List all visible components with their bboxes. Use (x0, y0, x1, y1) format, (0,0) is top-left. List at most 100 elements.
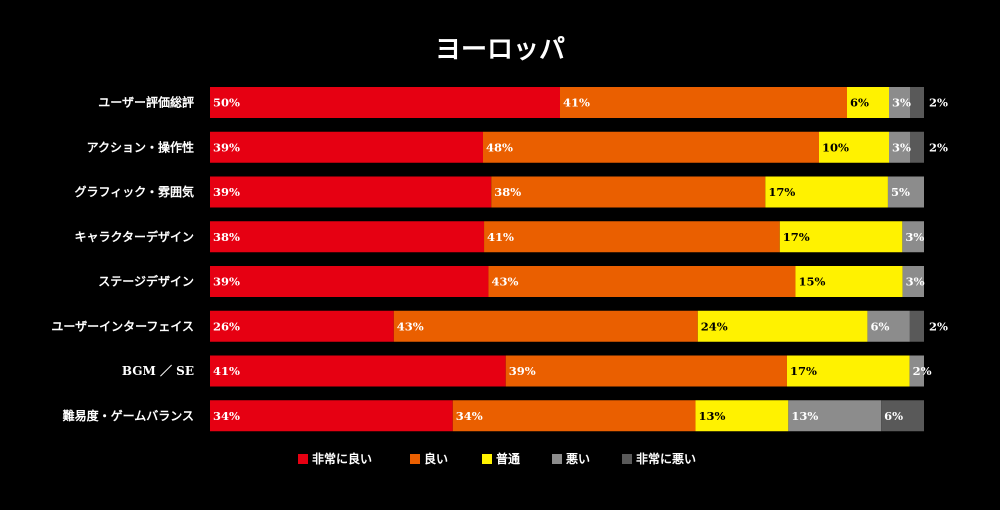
bar-row: アクション・操作性 39% 48% 10% 3% 2% (87, 131, 948, 163)
legend-swatch (622, 454, 632, 464)
legend-label: 悪い (566, 452, 590, 466)
bar-segment (889, 87, 910, 118)
legend-label: 非常に良い (312, 451, 372, 466)
bar-segment (393, 310, 698, 342)
bar-segment (210, 87, 560, 118)
bar-segment (795, 266, 903, 297)
bar-segment (491, 176, 766, 208)
bar-segment (210, 266, 489, 297)
data-label: 3% (892, 96, 911, 110)
bar-segment (902, 221, 924, 253)
bar-segment (210, 310, 394, 342)
bar-segment (779, 221, 903, 253)
bar-segment (452, 400, 696, 432)
bar-segment (909, 355, 924, 387)
bar-segment (484, 221, 780, 253)
legend-swatch (552, 454, 562, 464)
data-label: 6% (884, 409, 903, 423)
legend-item: 良い (410, 451, 448, 466)
data-label: 41% (487, 230, 514, 244)
bar-segment (765, 176, 888, 208)
data-label: 26% (213, 319, 240, 333)
data-label: 24% (701, 319, 728, 333)
bar-segment (505, 355, 787, 387)
bar-segment (887, 176, 924, 208)
category-label: キャラクターデザイン (74, 229, 194, 244)
data-label: 15% (798, 275, 825, 289)
data-label: 2% (929, 140, 948, 154)
data-label: 2% (929, 319, 948, 333)
data-label: 17% (790, 364, 817, 378)
bar-segment (910, 87, 924, 118)
bar-segment (488, 266, 796, 297)
data-label: 39% (213, 275, 240, 289)
legend-label: 普通 (496, 451, 520, 466)
data-label: 48% (486, 140, 513, 154)
data-label: 39% (509, 364, 536, 378)
bar-segment (210, 400, 453, 432)
bar-segment (867, 310, 910, 342)
category-label: グラフィック・雰囲気 (74, 184, 194, 199)
legend-item: 非常に良い (298, 451, 372, 466)
category-label: ユーザーインターフェイス (51, 319, 194, 333)
bar-segment (819, 131, 889, 163)
legend-item: 非常に悪い (622, 451, 696, 466)
bar-segment (483, 131, 819, 163)
bar-segment (210, 176, 492, 208)
legend-item: 普通 (482, 451, 520, 466)
bar-segment (909, 310, 924, 342)
bar-segment (210, 131, 483, 163)
data-label: 3% (905, 230, 924, 244)
data-label: 39% (213, 140, 240, 154)
data-label: 3% (892, 140, 911, 154)
legend-swatch (298, 454, 308, 464)
data-label: 39% (213, 185, 240, 199)
data-label: 2% (929, 96, 948, 110)
data-label: 10% (822, 140, 849, 154)
data-label: 34% (456, 409, 483, 423)
data-label: 17% (783, 230, 810, 244)
bar-row: ユーザーインターフェイス 26% 43% 24% 6% 2% (51, 310, 948, 342)
bar-segment (786, 355, 910, 387)
category-label: ユーザー評価総評 (98, 95, 194, 110)
bar-row: キャラクターデザイン 38% 41% 17% 3% (74, 221, 924, 253)
category-label: ステージデザイン (98, 274, 194, 289)
bar-segment (560, 87, 847, 118)
bar-segment (210, 355, 506, 387)
data-label: 50% (213, 96, 240, 110)
category-label: BGM ／ SE (122, 363, 194, 378)
data-label: 6% (850, 96, 869, 110)
bar-segment (847, 87, 889, 118)
data-label: 38% (213, 230, 240, 244)
chart-title: ヨーロッパ (435, 35, 565, 65)
bar-segment (210, 221, 485, 253)
data-label: 3% (906, 275, 925, 289)
legend: 非常に良い 良い 普通 悪い 非常に悪い (298, 451, 696, 466)
legend-label: 良い (424, 451, 448, 466)
data-label: 2% (913, 364, 932, 378)
legend-label: 非常に悪い (636, 451, 696, 466)
bar-segment (881, 400, 924, 432)
bar-row: BGM ／ SE 41% 39% 17% 2% (122, 355, 932, 387)
data-label: 17% (768, 185, 795, 199)
bar-row: ユーザー評価総評 50% 41% 6% 3% 2% (98, 87, 948, 118)
data-label: 41% (563, 96, 590, 110)
data-label: 13% (791, 409, 818, 423)
data-label: 13% (699, 409, 726, 423)
bar-row: グラフィック・雰囲気 39% 38% 17% 5% (74, 176, 924, 208)
data-label: 34% (213, 409, 240, 423)
data-label: 41% (213, 364, 240, 378)
data-label: 6% (870, 319, 889, 333)
bar-segment (788, 400, 882, 432)
data-label: 38% (494, 185, 521, 199)
bar-row: 難易度・ゲームバランス 34% 34% 13% 13% 6% (63, 400, 924, 432)
legend-swatch (410, 454, 420, 464)
bar-segment (910, 131, 924, 163)
data-label: 5% (891, 185, 910, 199)
bar-area: ユーザー評価総評 50% 41% 6% 3% 2% アクション・操作性 39% 48% 10% 3%… (51, 87, 948, 432)
data-label: 43% (491, 275, 518, 289)
legend-item: 悪い (552, 452, 590, 466)
category-label: アクション・操作性 (87, 139, 194, 154)
category-label: 難易度・ゲームバランス (63, 408, 194, 423)
